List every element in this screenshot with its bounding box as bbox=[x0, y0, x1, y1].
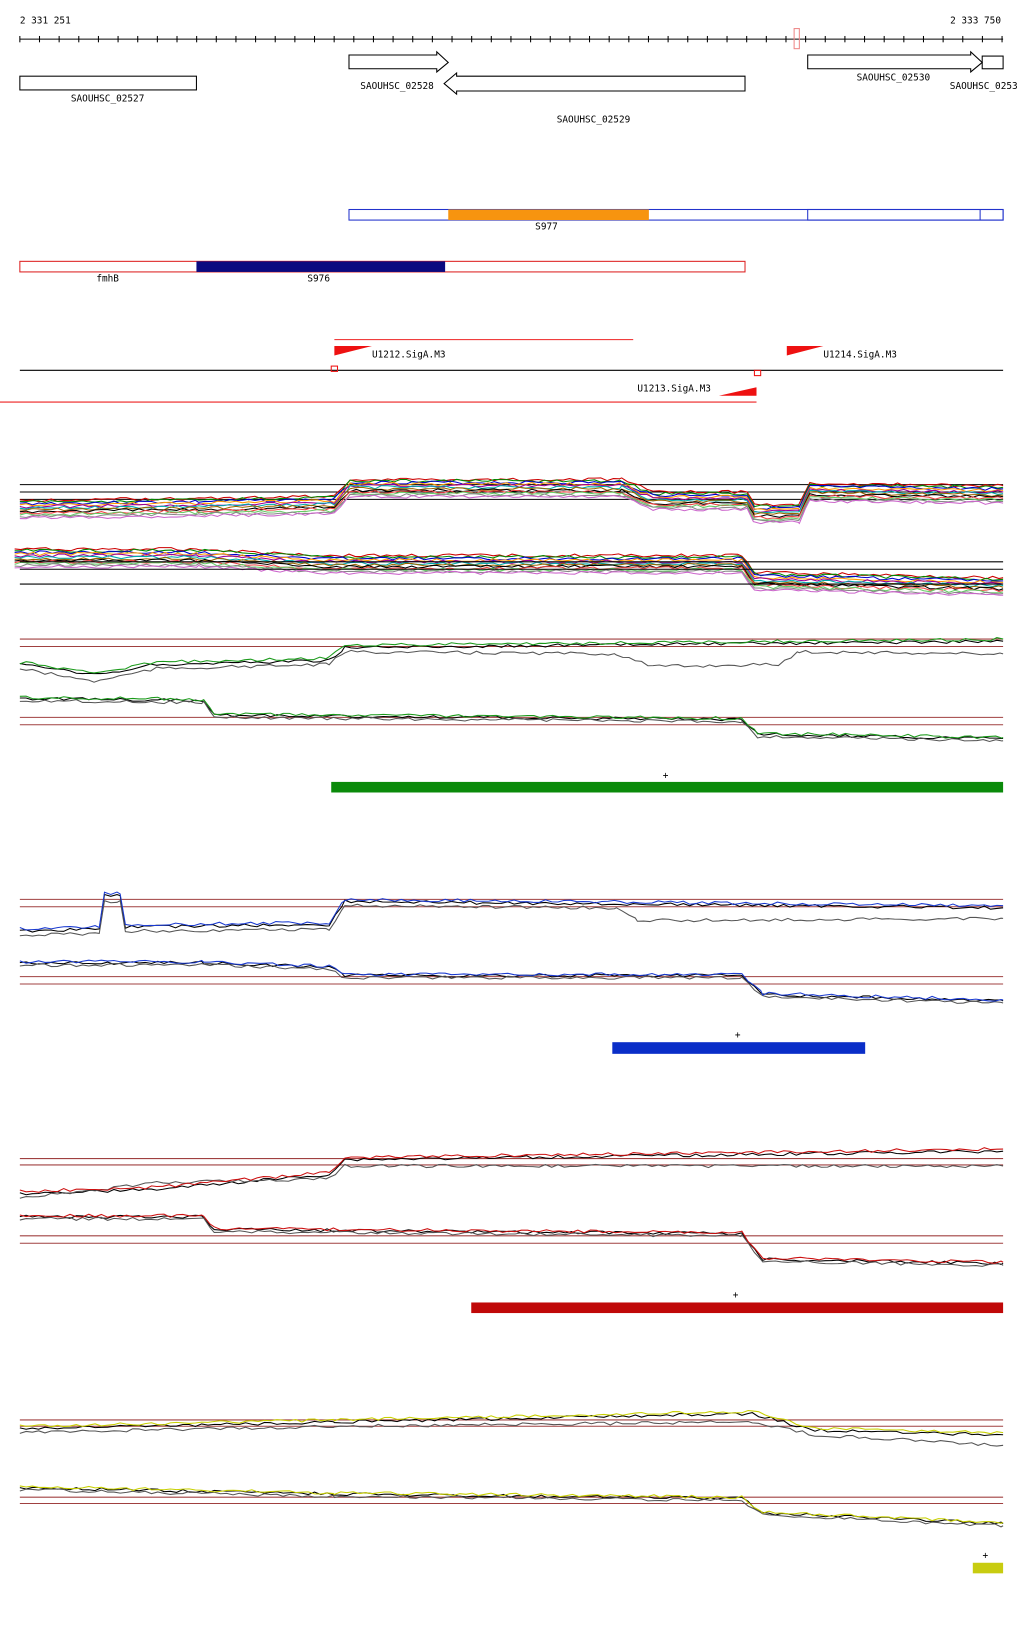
expression-line bbox=[19, 480, 1004, 510]
segment bbox=[448, 209, 649, 221]
position-marker bbox=[793, 28, 800, 50]
expression-line bbox=[19, 697, 1004, 740]
expression-line bbox=[19, 1420, 1004, 1447]
expression-line bbox=[19, 491, 1004, 521]
gene-arrow bbox=[807, 50, 984, 74]
expression-tracks bbox=[14, 477, 1004, 1528]
region-bar bbox=[471, 1302, 1004, 1314]
strand-mark: + bbox=[983, 1550, 989, 1561]
gene bbox=[19, 75, 197, 91]
promoter-flag bbox=[334, 345, 372, 367]
strand-mark: + bbox=[733, 1290, 739, 1301]
expression-line bbox=[19, 637, 1004, 674]
expression-line bbox=[19, 1149, 1004, 1196]
expression-line bbox=[14, 547, 1004, 580]
expression-line bbox=[19, 486, 1004, 517]
segment-outline bbox=[348, 208, 1004, 221]
expression-line bbox=[19, 494, 1004, 525]
expression-line bbox=[14, 551, 1004, 585]
expression-line bbox=[19, 1214, 1004, 1266]
expression-line bbox=[14, 564, 1004, 596]
ruler-ticks bbox=[19, 35, 1003, 43]
expression-line bbox=[19, 493, 1004, 523]
expression-line bbox=[19, 482, 1004, 513]
segment-label: fmhB bbox=[96, 273, 119, 284]
expression-line bbox=[19, 960, 1004, 1002]
gene-label: SAOUHSC_0253 bbox=[950, 81, 1018, 92]
segment-outline bbox=[807, 208, 1004, 221]
segment-label: S976 bbox=[307, 273, 330, 284]
expression-line bbox=[14, 558, 1004, 591]
expression-line bbox=[19, 899, 1004, 937]
expression-line bbox=[19, 1486, 1004, 1525]
expression-line bbox=[19, 484, 1004, 514]
strand-mark: + bbox=[663, 771, 669, 782]
expression-line bbox=[19, 1488, 1004, 1528]
gene-label: SAOUHSC_02528 bbox=[360, 81, 434, 92]
expression-line bbox=[19, 639, 1004, 675]
segment-label: S977 bbox=[535, 222, 558, 233]
expression-line bbox=[19, 891, 1004, 931]
region-bar bbox=[331, 781, 1004, 793]
expression-line bbox=[14, 550, 1004, 582]
gene bbox=[981, 55, 1004, 70]
gene-arrow bbox=[443, 71, 746, 96]
expression-line bbox=[19, 893, 1004, 933]
expression-line bbox=[19, 649, 1004, 683]
expression-line bbox=[19, 1409, 1004, 1435]
expression-line bbox=[19, 478, 1004, 509]
region-bar bbox=[972, 1562, 1004, 1574]
expression-line bbox=[14, 563, 1004, 595]
gene-arrow bbox=[348, 50, 450, 74]
promoter-box bbox=[753, 369, 762, 377]
expression-line bbox=[19, 1485, 1004, 1524]
expression-line bbox=[19, 1412, 1004, 1437]
gene-label: SAOUHSC_02530 bbox=[857, 72, 931, 83]
expression-line bbox=[19, 489, 1004, 520]
expression-line bbox=[19, 695, 1004, 739]
expression-line bbox=[19, 959, 1004, 1002]
expression-line bbox=[19, 1147, 1004, 1193]
strand-mark: + bbox=[735, 1030, 741, 1041]
ruler-end: 2 333 750 bbox=[950, 15, 1001, 26]
expression-line bbox=[19, 1216, 1004, 1267]
promoter-box bbox=[330, 365, 339, 372]
promoter-flag bbox=[786, 345, 824, 368]
expression-line bbox=[19, 699, 1004, 743]
promoter-flag bbox=[718, 373, 757, 396]
expression-line bbox=[19, 1213, 1004, 1264]
expression-line bbox=[19, 1163, 1004, 1199]
ruler-start: 2 331 251 bbox=[20, 15, 71, 26]
region-bar bbox=[612, 1042, 866, 1054]
promoter-label: U1212.SigA.M3 bbox=[372, 350, 446, 361]
promoter-label: U1214.SigA.M3 bbox=[823, 350, 897, 361]
promoter-label: U1213.SigA.M3 bbox=[637, 383, 711, 394]
expression-line bbox=[14, 555, 1004, 588]
expression-line bbox=[19, 962, 1004, 1004]
segment bbox=[196, 261, 446, 272]
gene-label: SAOUHSC_02527 bbox=[71, 94, 145, 105]
gene-label: SAOUHSC_02529 bbox=[557, 115, 631, 126]
